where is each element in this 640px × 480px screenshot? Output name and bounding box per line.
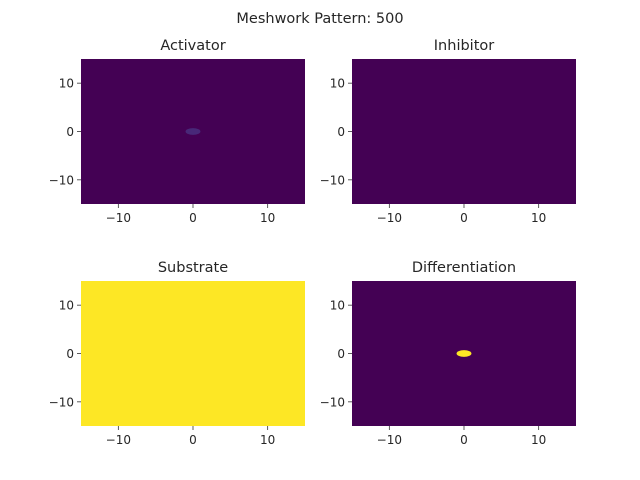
- x-tick-label: 0: [189, 433, 197, 447]
- x-tick-label: 0: [460, 211, 468, 225]
- y-tick-label: 10: [330, 299, 345, 313]
- x-tick-label: −10: [106, 211, 131, 225]
- panel-activator: Activator −10 0 10 10 0 −10: [49, 38, 305, 225]
- heatmap-field: [81, 281, 305, 426]
- x-tick-label: 10: [260, 211, 275, 225]
- x-tick-label: 10: [531, 433, 546, 447]
- x-tick-label: −10: [106, 433, 131, 447]
- subplot-grid: Activator −10 0 10 10 0 −10 Inhibitor −10 0 10 10 0 −…: [49, 38, 576, 447]
- x-tick-label: 10: [531, 211, 546, 225]
- y-tick-label: 0: [66, 347, 74, 361]
- y-tick-label: 10: [59, 77, 74, 91]
- heatmap-spot: [456, 350, 472, 357]
- panel-substrate: Substrate −10 0 10 10 0 −10: [49, 260, 305, 447]
- y-tick-label: −10: [49, 173, 74, 187]
- panel-inhibitor: Inhibitor −10 0 10 10 0 −10: [320, 38, 576, 225]
- x-tick-label: 0: [460, 433, 468, 447]
- y-tick-label: 10: [59, 299, 74, 313]
- panel-title: Differentiation: [412, 260, 516, 276]
- heatmap-field: [352, 59, 576, 204]
- y-tick-label: −10: [320, 173, 345, 187]
- x-tick-label: 0: [189, 211, 197, 225]
- y-tick-label: 0: [337, 125, 345, 139]
- y-tick-label: 10: [330, 77, 345, 91]
- y-tick-label: 0: [337, 347, 345, 361]
- panel-title: Inhibitor: [434, 38, 494, 54]
- y-tick-label: −10: [49, 395, 74, 409]
- x-tick-label: −10: [377, 211, 402, 225]
- x-tick-label: 10: [260, 433, 275, 447]
- panel-title: Activator: [160, 38, 225, 54]
- panel-differentiation: Differentiation −10 0 10 10 0 −10: [320, 260, 576, 447]
- y-tick-label: −10: [320, 395, 345, 409]
- figure-title: Meshwork Pattern: 500: [236, 11, 403, 27]
- panel-title: Substrate: [158, 260, 228, 276]
- x-tick-label: −10: [377, 433, 402, 447]
- heatmap-spot: [185, 128, 201, 135]
- y-tick-label: 0: [66, 125, 74, 139]
